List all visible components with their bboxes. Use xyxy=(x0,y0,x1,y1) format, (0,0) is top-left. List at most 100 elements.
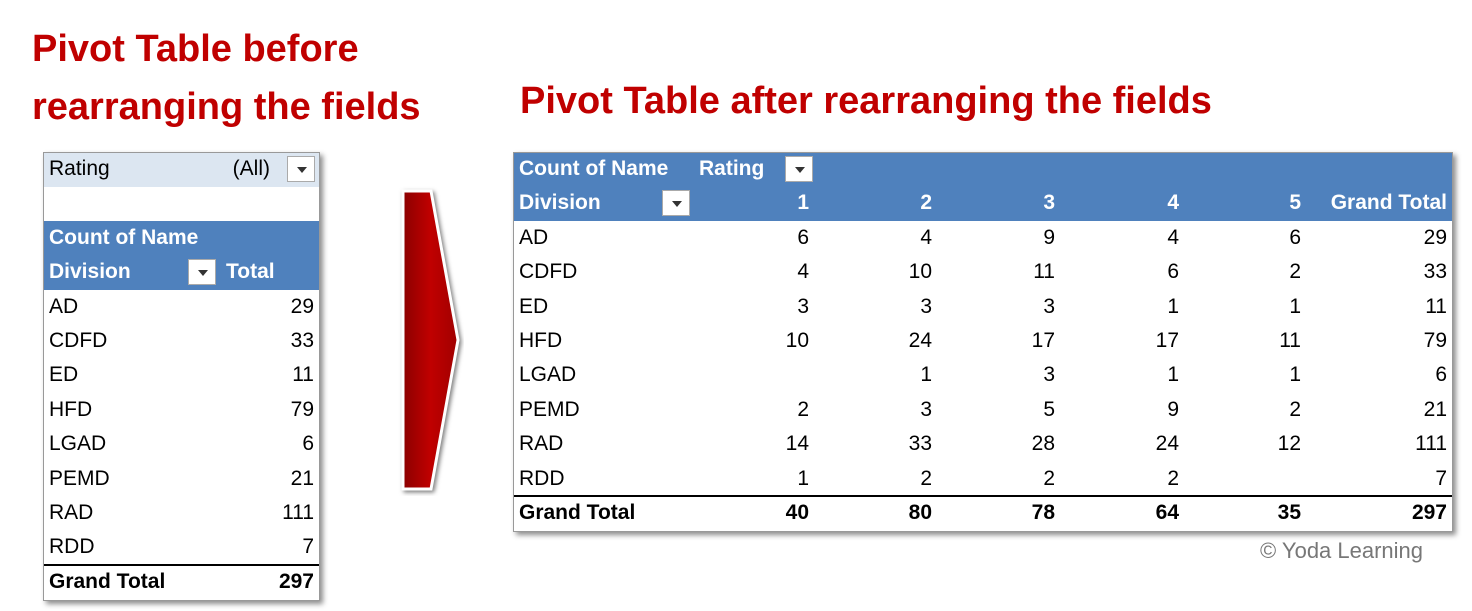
row-total: 111 xyxy=(282,501,314,524)
left-title: rearranging the fields xyxy=(32,86,421,128)
column-total: 78 xyxy=(1031,501,1055,524)
value-cell: 6 xyxy=(1289,225,1301,249)
value-cell: 2 xyxy=(1167,466,1179,490)
filter-band xyxy=(44,153,319,188)
value-cell: 17 xyxy=(1031,329,1055,352)
value-cell: 33 xyxy=(908,432,932,456)
filter-field: Rating xyxy=(49,157,110,180)
value-cell: 28 xyxy=(1031,432,1055,456)
value-cell: 2 xyxy=(1289,260,1301,284)
value-cell: 1 xyxy=(1289,363,1301,387)
row-label: AD xyxy=(49,294,79,318)
row-label: AD xyxy=(519,225,549,249)
row-total: 6 xyxy=(302,432,314,456)
value-cell: 9 xyxy=(1043,225,1055,249)
row-label: CDFD xyxy=(519,260,578,284)
column-header: 1 xyxy=(797,191,809,215)
row-total: 7 xyxy=(302,535,314,559)
row-total: 21 xyxy=(1423,397,1447,421)
value-cell: 2 xyxy=(1043,466,1055,490)
row-total: 33 xyxy=(1423,260,1447,284)
copyright: © Yoda Learning xyxy=(1260,538,1424,563)
row-label: RAD xyxy=(519,432,564,456)
value-cell: 24 xyxy=(908,329,932,352)
row-label: RAD xyxy=(49,501,94,524)
column-header: Total xyxy=(226,260,275,284)
row-label: HFD xyxy=(519,329,563,352)
grand-total-label: Grand Total xyxy=(49,569,166,593)
right-title: Pivot Table after rearranging the fields xyxy=(520,80,1212,122)
value-cell: 3 xyxy=(797,294,809,318)
value-cell: 14 xyxy=(785,432,809,456)
value-cell: 2 xyxy=(1289,397,1301,421)
row-total: 11 xyxy=(292,363,314,387)
value-cell: 17 xyxy=(1155,329,1179,352)
total-rule xyxy=(44,563,319,566)
value-cell: 2 xyxy=(920,466,932,490)
row-label: ED xyxy=(49,363,79,387)
row-label: LGAD xyxy=(519,363,577,387)
header-band xyxy=(44,220,319,290)
total-header: Grand Total xyxy=(1330,191,1447,215)
value-cell: 4 xyxy=(920,225,932,249)
column-header: 3 xyxy=(1043,191,1055,215)
row-total: 29 xyxy=(1423,225,1447,249)
row-total: 29 xyxy=(290,294,314,318)
value-field: Count of Name xyxy=(49,225,199,249)
value-field: Count of Name xyxy=(519,157,669,180)
value-cell: 2 xyxy=(797,397,809,421)
column-total: 64 xyxy=(1155,501,1179,524)
value-cell: 10 xyxy=(785,329,809,352)
value-cell: 10 xyxy=(908,260,932,284)
total-rule xyxy=(514,495,1452,497)
row-label: CDFD xyxy=(49,329,108,352)
column-total: 80 xyxy=(908,501,932,524)
grand-total: 297 xyxy=(1411,501,1447,524)
value-cell: 1 xyxy=(1167,294,1179,318)
value-cell: 6 xyxy=(1167,260,1179,284)
value-cell: 1 xyxy=(920,363,932,387)
column-total: 35 xyxy=(1277,501,1301,524)
filter-value: (All) xyxy=(232,157,270,180)
dropdown[interactable] xyxy=(287,156,315,182)
row-field: Division xyxy=(49,260,131,284)
value-cell xyxy=(1185,462,1307,496)
value-cell: 1 xyxy=(1289,294,1301,318)
row-total: 11 xyxy=(1425,294,1447,318)
row-total: 79 xyxy=(290,397,314,421)
row-field: Division xyxy=(519,191,601,215)
grand-total-label: Grand Total xyxy=(519,501,636,524)
row-label: ED xyxy=(519,294,549,318)
row-label: RDD xyxy=(49,535,95,559)
arrow xyxy=(401,189,460,491)
value-cell: 1 xyxy=(1167,363,1179,387)
left-title: Pivot Table before xyxy=(32,28,359,70)
row-total: 111 xyxy=(1415,432,1447,456)
row-total: 6 xyxy=(1435,363,1447,387)
dropdown[interactable] xyxy=(785,156,813,182)
dropdown[interactable] xyxy=(188,259,216,286)
row-total: 21 xyxy=(290,466,314,490)
value-cell: 3 xyxy=(920,397,932,421)
value-cell: 9 xyxy=(1167,397,1179,421)
row-total: 7 xyxy=(1435,466,1447,490)
value-cell: 3 xyxy=(1043,363,1055,387)
row-total: 79 xyxy=(1423,329,1447,352)
row-label: RDD xyxy=(519,466,565,490)
grand-total: 297 xyxy=(278,569,314,593)
row-label: PEMD xyxy=(49,466,110,490)
value-cell: 24 xyxy=(1155,432,1179,456)
value-cell: 6 xyxy=(797,225,809,249)
column-field: Rating xyxy=(699,157,765,180)
value-cell: 3 xyxy=(1043,294,1055,318)
value-cell: 4 xyxy=(797,260,809,284)
value-cell: 11 xyxy=(1033,260,1055,284)
value-cell: 5 xyxy=(1043,397,1055,421)
value-cell: 1 xyxy=(797,466,809,490)
column-header: 2 xyxy=(920,191,932,215)
column-header: 4 xyxy=(1167,191,1179,215)
dropdown[interactable] xyxy=(662,190,690,217)
row-label: PEMD xyxy=(519,397,580,421)
value-cell: 12 xyxy=(1277,432,1301,456)
